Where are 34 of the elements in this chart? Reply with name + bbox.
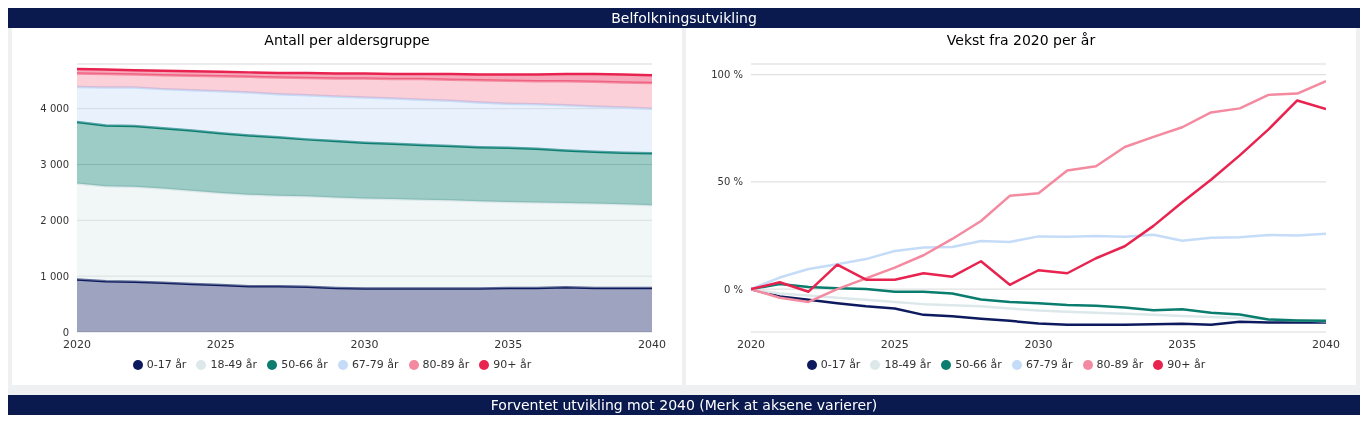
legend-label: 67-79 år [351, 358, 399, 371]
legend-label: 80-89 år [422, 358, 470, 371]
chart-title: Antall per aldersgruppe [263, 31, 431, 50]
legend-label: 18-49 år [884, 358, 932, 371]
x-tick-label: 2035 [1168, 337, 1197, 351]
text: Belfolkningsutvikling [8, 8, 1360, 28]
legend-label: 18-49 år [210, 358, 258, 371]
legend-label: 90+ år [1167, 358, 1206, 371]
legend-label: 50-66 år [281, 358, 328, 371]
y-tick-label: 0 [62, 326, 69, 338]
y-tick-label: 3 000 [40, 159, 69, 171]
text: Forventet utvikling mot 2040 (Merk at aksene varierer) [8, 395, 1360, 415]
x-tick-label: 2025 [206, 337, 235, 351]
y-tick-label: 4 000 [40, 103, 69, 115]
x-tick-label: 2035 [494, 337, 523, 351]
x-tick-label: 2030 [1024, 337, 1053, 351]
legend-label: 0-17 år [146, 358, 187, 371]
chart-title: Vekst fra 2020 per år [945, 31, 1097, 50]
x-tick-label: 2025 [880, 337, 909, 351]
x-tick-label: 2030 [350, 337, 379, 351]
x-tick-label: 2020 [737, 337, 765, 351]
y-tick-label: 1 000 [40, 270, 69, 282]
x-tick-label: 2020 [63, 337, 91, 351]
legend-label: 0-17 år [820, 358, 861, 371]
y-tick-label: 50 % [717, 176, 743, 188]
legend-label: 50-66 år [955, 358, 1002, 371]
legend-label: 80-89 år [1096, 358, 1144, 371]
legend-label: 67-79 år [1025, 358, 1073, 371]
x-tick-label: 2040 [1312, 337, 1340, 351]
y-tick-label: 0 % [723, 283, 743, 295]
legend-label: 90+ år [493, 358, 532, 371]
y-tick-label: 100 % [711, 69, 743, 81]
x-tick-label: 2040 [638, 337, 666, 351]
y-tick-label: 2 000 [40, 214, 69, 226]
